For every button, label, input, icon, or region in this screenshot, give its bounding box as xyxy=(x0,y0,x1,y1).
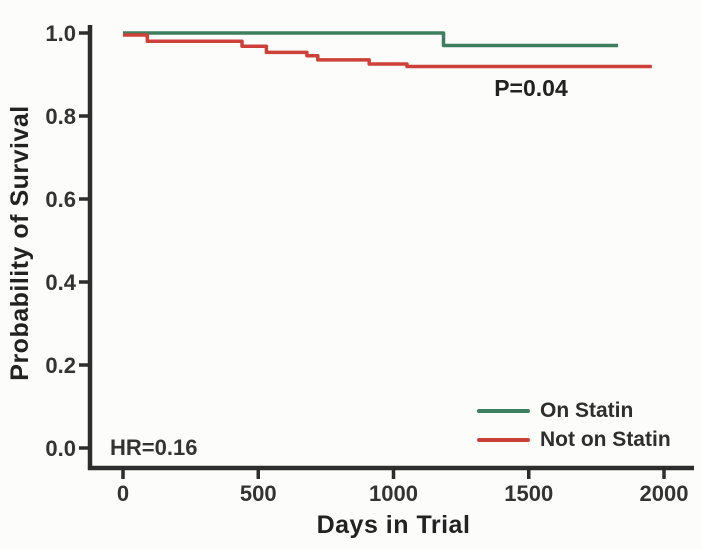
legend-label: On Statin xyxy=(540,399,634,422)
x-tick-label: 500 xyxy=(240,481,277,506)
x-tick-label: 1000 xyxy=(369,481,418,506)
p-value-annotation: P=0.04 xyxy=(494,75,568,101)
y-axis-title: Probability of Survival xyxy=(6,105,34,381)
y-tick-label: 0.2 xyxy=(45,353,76,378)
survival-curve-on-statin xyxy=(123,31,618,48)
legend-swatch xyxy=(477,409,530,413)
y-tick-label: 0.6 xyxy=(45,187,76,212)
y-tick-label: 0.0 xyxy=(45,436,76,461)
y-tick-label: 0.8 xyxy=(45,104,76,129)
legend: On Statin Not on Statin xyxy=(477,399,671,458)
hazard-ratio-annotation: HR=0.16 xyxy=(110,435,198,460)
legend-label: Not on Statin xyxy=(540,428,671,451)
survival-curve-not-on-statin xyxy=(123,33,652,69)
x-tick-label: 1500 xyxy=(504,481,553,506)
x-tick-label: 0 xyxy=(117,481,129,506)
x-axis-title: Days in Trial xyxy=(316,511,471,539)
legend-swatch xyxy=(477,438,530,442)
x-tick-label: 2000 xyxy=(640,481,689,506)
legend-item-not-on-statin: Not on Statin xyxy=(477,428,671,451)
y-tick-label: 0.4 xyxy=(45,270,76,295)
y-tick-label: 1.0 xyxy=(45,21,76,46)
legend-item-on-statin: On Statin xyxy=(477,399,671,422)
